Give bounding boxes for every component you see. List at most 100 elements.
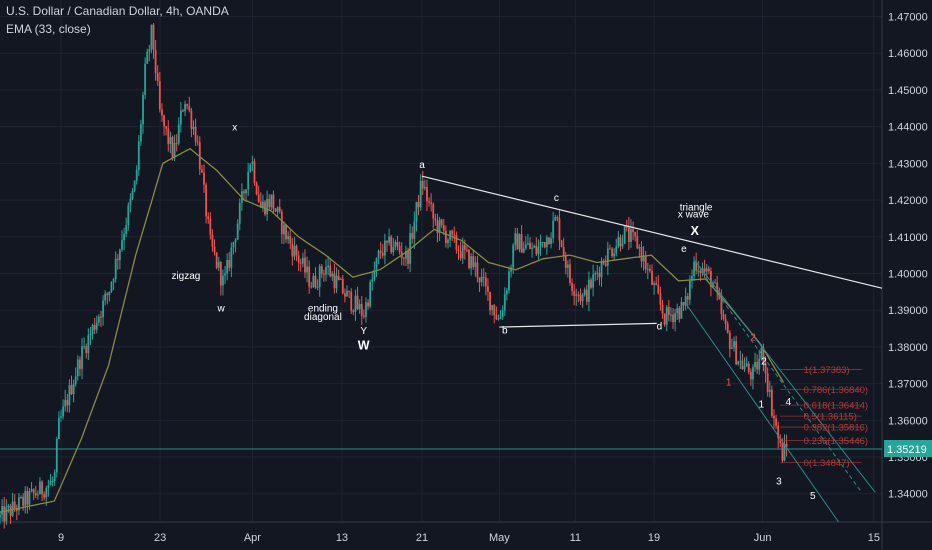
candle-body (381, 252, 384, 256)
candle-body (28, 491, 31, 505)
candle-body (491, 305, 494, 311)
candle-body (602, 261, 605, 264)
candle-body (377, 250, 380, 259)
candle-body (47, 485, 50, 488)
candle-body (394, 241, 397, 248)
candle-body (66, 399, 69, 406)
candle-body (640, 247, 643, 262)
wave-annotation: X (691, 224, 700, 238)
candle-body (362, 315, 365, 317)
candle-body (648, 268, 651, 271)
candle-body (301, 257, 304, 264)
candle-body (495, 315, 498, 320)
candle-body (291, 243, 294, 257)
candle-body (724, 318, 727, 324)
candle-body (621, 243, 624, 247)
candle-body (230, 247, 233, 268)
candle-body (463, 245, 466, 250)
candle-body (196, 141, 199, 143)
candle-body (268, 198, 271, 208)
candle-body (83, 346, 86, 348)
wave-annotation: Y (360, 326, 367, 337)
candle-body (670, 314, 672, 316)
candle-body (524, 244, 527, 249)
candle-body (144, 63, 147, 95)
candle-body (703, 268, 706, 272)
candle-body (367, 302, 369, 307)
candle-body (335, 275, 338, 289)
candle-body (68, 385, 71, 406)
candle-body (588, 279, 590, 302)
candle-body (11, 501, 14, 516)
candle-body (272, 194, 275, 209)
candle-body (135, 170, 138, 181)
time-tick-label: 21 (416, 532, 428, 544)
candle-body (489, 291, 491, 311)
candle-body (402, 257, 405, 259)
candle-body (297, 255, 300, 263)
candle-body (70, 385, 73, 395)
candle-body (266, 198, 269, 215)
candle-body (613, 253, 616, 257)
candles-group (0, 23, 788, 529)
candle-body (318, 266, 321, 288)
candle-body (102, 300, 104, 318)
candle-body (142, 94, 144, 125)
candle-body (785, 443, 788, 448)
wave-annotation: 2 (750, 332, 756, 343)
candle-body (127, 205, 130, 226)
candle-body (466, 249, 468, 251)
candle-body (434, 218, 437, 221)
candle-body (558, 218, 561, 241)
candle-body (118, 249, 121, 261)
candle-body (644, 255, 647, 270)
price-tick-label: 1.47000 (888, 12, 928, 24)
candle-body (169, 137, 172, 145)
candle-body (655, 283, 658, 285)
candle-body (752, 367, 754, 380)
candle-body (331, 273, 334, 277)
candle-body (529, 243, 531, 249)
candle-body (659, 293, 662, 305)
wave-annotation: x (232, 122, 237, 133)
candle-body (600, 261, 603, 278)
candle-body (352, 310, 355, 312)
candle-body (609, 248, 611, 250)
candle-body (131, 190, 134, 199)
candle-body (634, 232, 637, 237)
candle-body (632, 229, 634, 233)
candle-body (735, 341, 738, 365)
candle-body (251, 161, 254, 165)
candle-body (295, 245, 298, 256)
candle-body (278, 207, 281, 212)
candle-body (442, 225, 445, 231)
candle-body (81, 346, 83, 369)
candle-body (699, 270, 702, 274)
time-tick-label: May (489, 532, 510, 544)
candle-body (451, 230, 454, 235)
candle-body (737, 361, 740, 365)
candle-body (396, 241, 399, 246)
candle-body (739, 360, 742, 362)
candle-body (110, 282, 113, 292)
candle-body (417, 201, 420, 208)
candle-body (177, 124, 180, 144)
candle-body (472, 256, 475, 267)
time-tick-label: 13 (336, 532, 348, 544)
candle-body (184, 104, 186, 112)
candle-body (617, 237, 620, 247)
time-tick-label: 15 (868, 532, 880, 544)
candle-body (354, 295, 357, 312)
candle-body (129, 198, 132, 206)
candle-body (89, 333, 92, 336)
candle-body (762, 348, 765, 364)
candle-body (5, 506, 8, 522)
candle-body (36, 494, 39, 496)
candle-body (253, 161, 256, 184)
candle-body (106, 293, 109, 296)
candle-body (476, 262, 479, 278)
fib-level-label: 0.786(1.36840) (804, 385, 868, 396)
candle-body (43, 494, 46, 498)
candle-body (114, 258, 117, 280)
